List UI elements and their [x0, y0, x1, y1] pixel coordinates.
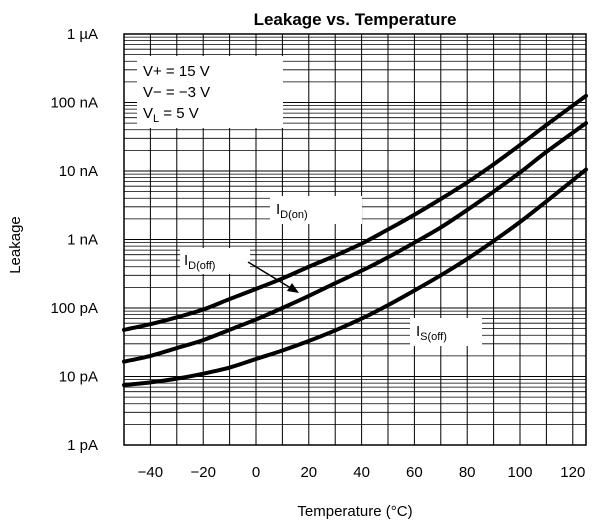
y-tick-label: 1 µA	[67, 26, 98, 43]
x-tick-label: −20	[190, 464, 215, 481]
y-axis-label: Leakage	[7, 216, 24, 274]
x-axis-label: Temperature (°C)	[297, 503, 412, 520]
label-is-off: IS(off)	[416, 323, 447, 343]
chart-title: Leakage vs. Temperature	[254, 10, 457, 29]
series-label-background	[180, 248, 250, 274]
condition-text: VL = 5 V	[143, 105, 199, 125]
series-label-background	[270, 196, 362, 224]
x-tick-label: 20	[300, 464, 317, 481]
condition-text: V− = −3 V	[143, 84, 210, 101]
y-tick-label: 1 nA	[67, 232, 98, 249]
x-tick-label: 80	[459, 464, 476, 481]
series-label-background	[410, 318, 482, 346]
series-layer	[122, 93, 588, 388]
x-tick-label: 100	[507, 464, 532, 481]
y-tick-label: 10 pA	[59, 369, 98, 386]
x-tick-label: −40	[138, 464, 163, 481]
y-tick-label: 10 nA	[59, 163, 98, 180]
x-tick-label: 60	[406, 464, 423, 481]
arrow-head-id-off	[287, 283, 299, 293]
plot-frame	[123, 33, 587, 446]
condition-text: V+ = 15 V	[143, 63, 210, 80]
series-id-on-line	[122, 93, 588, 332]
y-tick-label: 1 pA	[67, 437, 98, 454]
series-labels: ID(on) ID(off) IS(off)	[180, 196, 482, 346]
y-tick-labels: 1 µA 100 nA 10 nA 1 nA 100 pA 10 pA 1 pA	[50, 26, 98, 454]
x-tick-label: 120	[560, 464, 585, 481]
x-tick-label: 40	[353, 464, 370, 481]
conditions-box: V+ = 15 V V− = −3 V VL = 5 V	[137, 56, 283, 128]
conditions-background	[137, 56, 283, 128]
series-id-off-line	[122, 121, 588, 364]
arrow-id-off	[247, 261, 295, 291]
x-tick-label: 0	[252, 464, 260, 481]
series-is-off-line	[122, 167, 588, 388]
label-id-on: ID(on)	[276, 201, 308, 221]
label-id-off: ID(off)	[184, 252, 215, 272]
y-tick-label: 100 pA	[50, 300, 98, 317]
x-tick-labels: −40 −20 0 20 40 60 80 100 120	[138, 464, 586, 481]
y-tick-label: 100 nA	[50, 95, 98, 112]
